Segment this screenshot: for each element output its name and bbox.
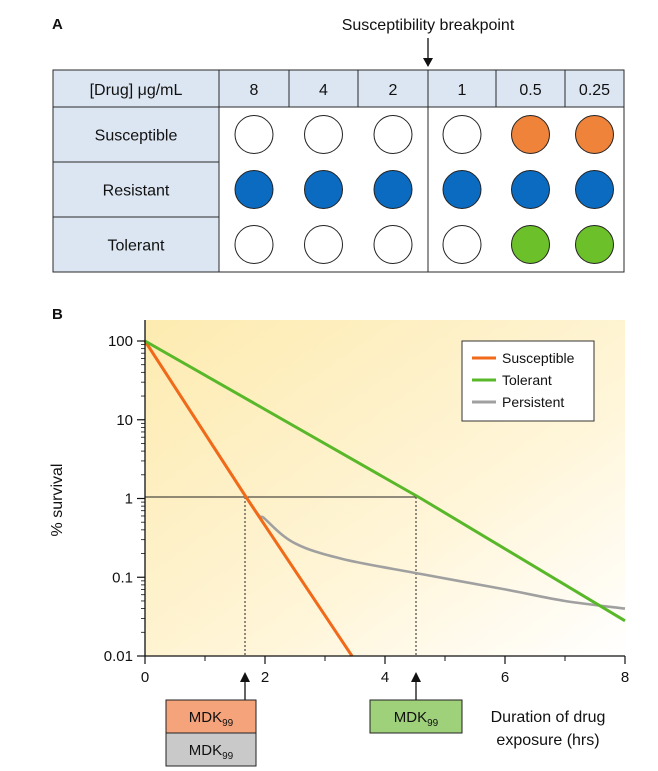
legend-entry: Tolerant [502, 372, 552, 388]
well-blue [442, 170, 482, 209]
panel-b-label: B [52, 306, 63, 323]
well-blue [575, 170, 614, 209]
row-labels: Susceptible Resistant Tolerant [95, 128, 178, 255]
drug-concentration-header: [Drug] μg/mL [90, 82, 183, 99]
y-axis-label: % survival [49, 464, 66, 537]
concentration-headers: 8 4 2 1 0.5 0.25 [250, 82, 611, 99]
mdk-susceptible-text: MDK99 [189, 709, 234, 729]
breakpoint-label: Susceptibility breakpoint [342, 17, 515, 34]
well-empty [442, 225, 482, 264]
legend-entry: Susceptible [502, 350, 575, 366]
series-lines [143, 339, 626, 657]
well-empty [373, 225, 413, 264]
x-tick-label: 2 [261, 669, 269, 686]
label-column [53, 107, 219, 272]
well-empty [373, 115, 413, 154]
x-tick-label: 0 [141, 669, 149, 686]
well-green [575, 225, 614, 264]
x-tick-label: 6 [501, 669, 509, 686]
y-tick-label: 1 [125, 491, 133, 508]
panel-a-label: A [52, 16, 63, 33]
mdk-persistent-box: MDK99 [165, 732, 257, 767]
well-empty [234, 115, 274, 154]
mdk-persistent-text: MDK99 [189, 742, 234, 762]
legend-entry: Persistent [502, 394, 564, 410]
well-orange [575, 115, 614, 154]
concentration-header: 1 [458, 82, 467, 99]
x-tick-label: 8 [621, 669, 629, 686]
x-axis-label-line1: Duration of drug [491, 709, 606, 726]
y-tick-label: 10 [116, 412, 133, 429]
y-tick-label: 0.1 [112, 569, 133, 586]
mdk-tolerant-box: MDK99 [369, 699, 463, 734]
concentration-header: 0.25 [579, 82, 610, 99]
x-axis-label-line2: exposure (hrs) [496, 732, 599, 749]
well-blue [373, 170, 413, 209]
row-label: Resistant [103, 183, 170, 200]
well-blue [234, 170, 274, 209]
row-label: Susceptible [95, 128, 178, 145]
well-blue [511, 170, 550, 209]
axes: 100 10 1 0.1 0.01 0 2 4 6 8 [104, 320, 629, 686]
well-orange [511, 115, 550, 154]
concentration-header: 8 [250, 82, 259, 99]
mic-plate-table: [Drug] μg/mL 8 4 2 1 0.5 0.25 Susceptible Resi… [52, 69, 625, 273]
well-blue [304, 170, 343, 209]
well-empty [304, 115, 343, 154]
series-tolerant [144, 339, 626, 623]
well-empty [234, 225, 274, 264]
mdk-tolerant-text: MDK99 [394, 709, 439, 729]
header-row [53, 70, 624, 107]
wells [234, 115, 614, 264]
concentration-header: 0.5 [519, 82, 541, 99]
mdk-susceptible-box: MDK99 [165, 699, 257, 734]
breakpoint-arrow [423, 38, 433, 67]
mdk-guides [145, 496, 417, 656]
legend: Susceptible Tolerant Persistent [461, 340, 595, 422]
concentration-header: 2 [389, 82, 398, 99]
series-susceptible [143, 340, 354, 657]
well-green [511, 225, 550, 264]
y-tick-label: 0.01 [104, 648, 133, 665]
well-empty [304, 225, 343, 264]
x-tick-label: 4 [381, 669, 389, 686]
mdk-arrows [240, 672, 421, 700]
y-tick-label: 100 [108, 333, 133, 350]
concentration-header: 4 [319, 82, 328, 99]
row-label: Tolerant [108, 238, 165, 255]
well-empty [442, 115, 482, 154]
